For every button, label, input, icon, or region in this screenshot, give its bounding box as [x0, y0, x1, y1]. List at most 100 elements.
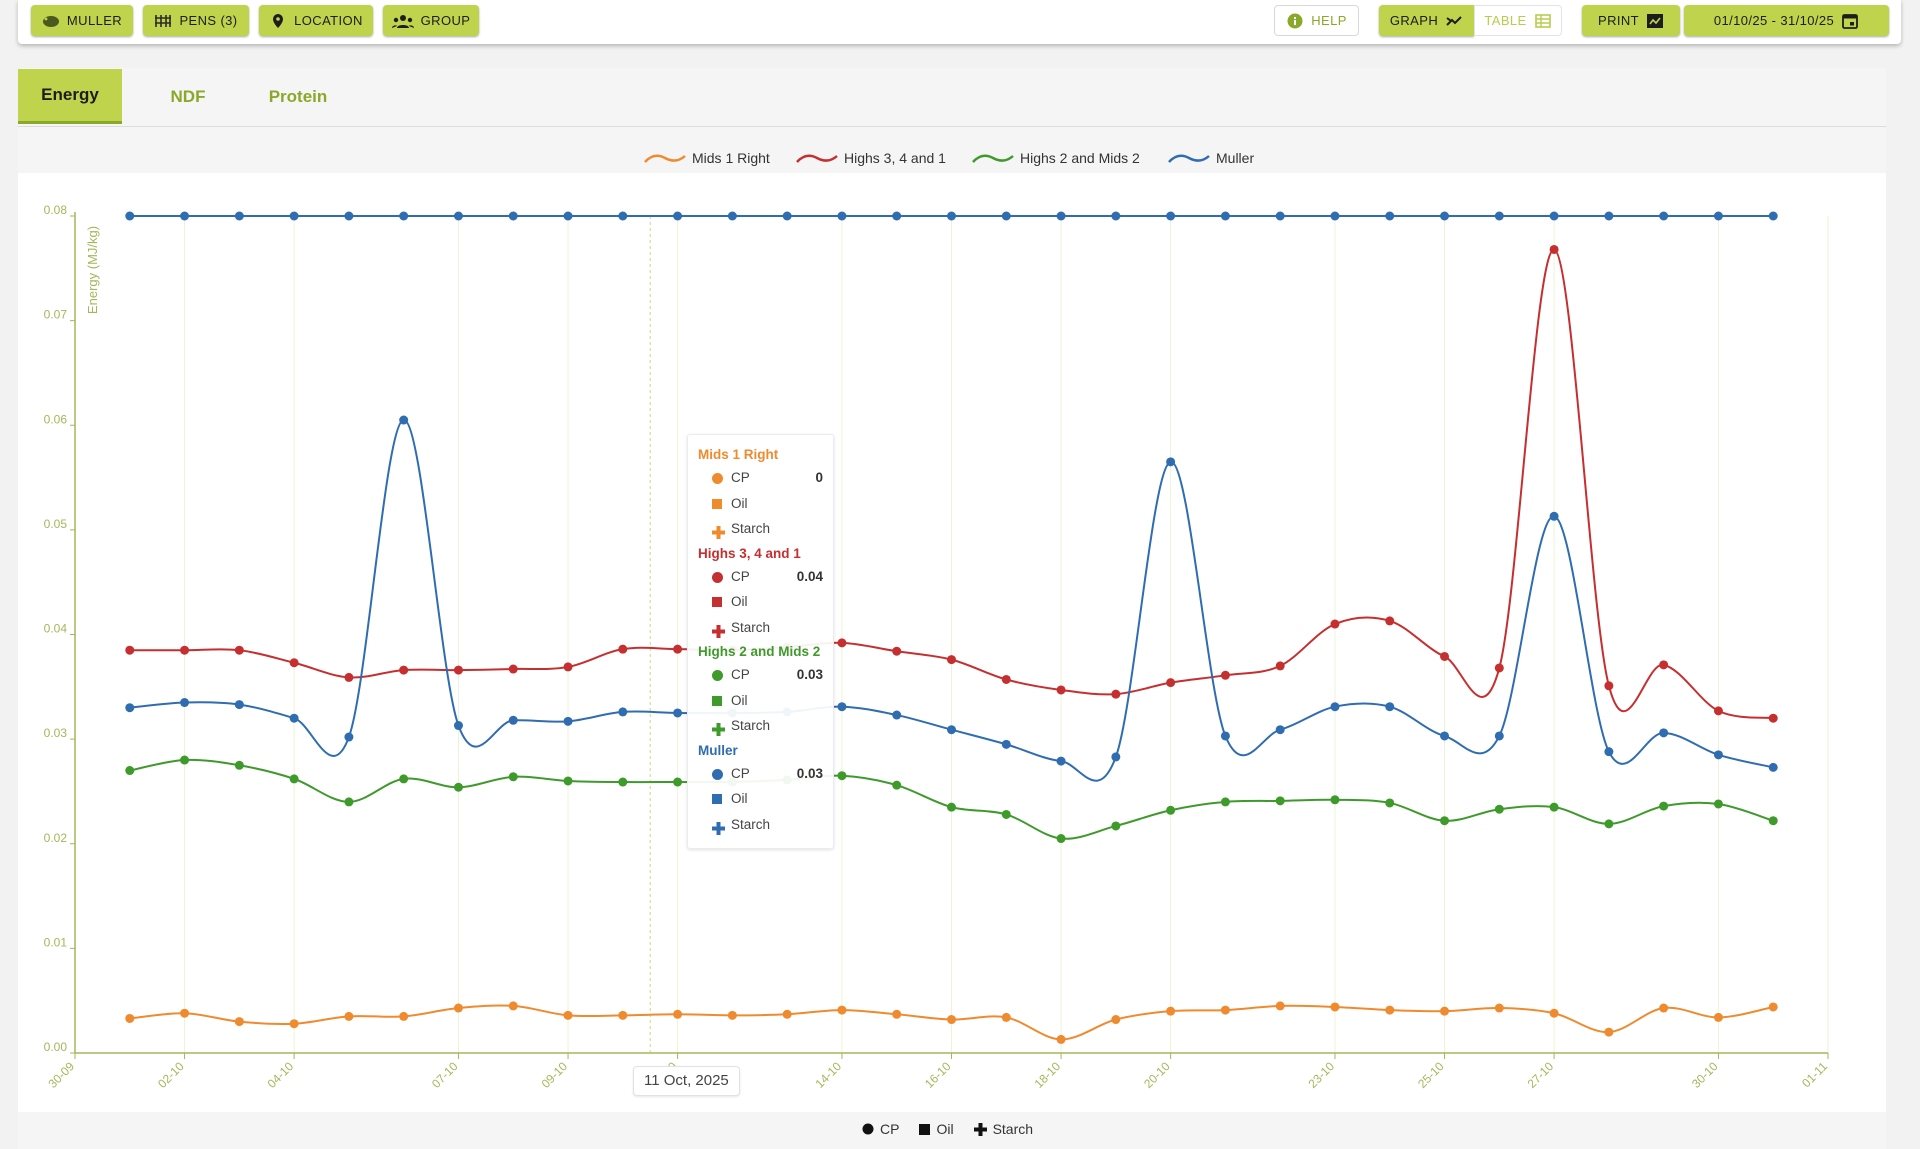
data-point: [1385, 616, 1395, 626]
x-tick-label: 30-10: [1689, 1059, 1721, 1091]
marker-legend-label: CP: [880, 1121, 900, 1137]
data-point: [1166, 805, 1176, 815]
tooltip-row-label: CP: [731, 568, 750, 584]
data-point: [1768, 762, 1778, 772]
data-point: [289, 713, 299, 723]
help-button[interactable]: HELP: [1274, 5, 1359, 36]
y-axis-label: Energy (MJ/kg): [85, 226, 100, 314]
tab-ndf[interactable]: NDF: [170, 86, 206, 106]
y-tick-label: 0.03: [44, 726, 68, 740]
y-tick-label: 0.02: [44, 831, 68, 845]
tooltip-row: CP 0.03: [688, 662, 833, 688]
hover-date-label: 11 Oct, 2025: [633, 1066, 740, 1096]
data-point: [673, 1009, 683, 1019]
date-range-label: 01/10/25 - 31/10/25: [1713, 13, 1835, 28]
data-point: [1220, 211, 1230, 221]
location-button[interactable]: LOCATION: [259, 5, 373, 36]
data-point: [344, 211, 354, 221]
date-range-button[interactable]: 01/10/25 - 31/10/25: [1684, 5, 1889, 36]
tooltip-row-label: Oil: [731, 495, 748, 511]
data-point: [1713, 799, 1723, 809]
muller-button[interactable]: MULLER: [31, 5, 133, 36]
data-point: [453, 211, 463, 221]
graph-toggle[interactable]: GRAPH: [1379, 5, 1474, 36]
data-point: [1220, 670, 1230, 680]
square-marker-icon: [712, 695, 722, 706]
data-point: [125, 211, 135, 221]
legend-item-mids-1-right[interactable]: Mids 1 Right: [644, 150, 770, 166]
data-point: [892, 646, 902, 656]
tooltip-row-label: Starch: [731, 521, 771, 536]
plus-marker-icon: [712, 522, 725, 539]
tooltip-series-title: Highs 2 and Mids 2: [698, 644, 821, 659]
help-label: HELP: [1311, 13, 1347, 28]
table-toggle[interactable]: TABLE: [1474, 5, 1562, 36]
data-point: [1220, 797, 1230, 807]
tooltip-row-value: 0: [815, 470, 823, 485]
data-point: [563, 662, 573, 672]
print-button[interactable]: PRINT: [1582, 5, 1680, 36]
data-point: [1768, 816, 1778, 826]
square-marker-icon: [919, 1123, 931, 1135]
data-point: [1549, 244, 1559, 254]
data-point: [1330, 619, 1340, 629]
data-point: [1768, 713, 1778, 723]
data-point: [508, 772, 518, 782]
data-point: [1275, 796, 1285, 806]
pens-button[interactable]: PENS (3): [143, 5, 249, 36]
plus-marker-icon: [712, 719, 725, 736]
data-point: [1494, 663, 1504, 673]
data-point: [180, 645, 190, 655]
data-point: [618, 211, 628, 221]
legend-item-muller[interactable]: Muller: [1168, 150, 1254, 166]
marker-legend-label: Starch: [992, 1121, 1034, 1137]
series-legend: Mids 1 Right Highs 3, 4 and 1 Highs 2 an…: [18, 150, 1886, 172]
data-point: [1659, 801, 1669, 811]
data-point: [234, 211, 244, 221]
legend-label: Highs 3, 4 and 1: [844, 150, 946, 166]
marker-legend-item[interactable]: CP: [862, 1119, 899, 1139]
data-point: [1494, 1003, 1504, 1013]
data-point: [1604, 819, 1614, 829]
data-point: [234, 700, 244, 710]
data-point: [1385, 798, 1395, 808]
data-point: [892, 710, 902, 720]
group-button[interactable]: GROUP: [383, 5, 479, 36]
data-point: [727, 211, 737, 221]
data-point: [180, 211, 190, 221]
data-point: [508, 715, 518, 725]
data-point: [1275, 211, 1285, 221]
legend-line-icon: [796, 154, 838, 163]
legend-item-highs-2-and-mids-2[interactable]: Highs 2 and Mids 2: [972, 150, 1140, 166]
marker-legend-item[interactable]: Oil: [919, 1119, 954, 1139]
tab-protein[interactable]: Protein: [268, 86, 328, 106]
data-point: [344, 1011, 354, 1021]
tooltip-row-label: CP: [731, 765, 750, 781]
tooltip-row-label: Oil: [731, 692, 748, 708]
data-point: [289, 1019, 299, 1029]
group-icon: [391, 14, 414, 28]
data-point: [125, 766, 135, 776]
data-point: [1659, 211, 1669, 221]
marker-legend-item[interactable]: Starch: [973, 1119, 1034, 1139]
data-point: [508, 211, 518, 221]
y-tick-label: 0.04: [44, 622, 68, 636]
circle-marker-icon: [712, 473, 723, 484]
tooltip-row: CP 0.04: [688, 564, 833, 590]
data-point: [673, 211, 683, 221]
data-point: [399, 211, 409, 221]
x-tick-label: 27-10: [1525, 1059, 1557, 1091]
data-point: [1440, 816, 1450, 826]
data-point: [1768, 211, 1778, 221]
data-point: [1275, 1001, 1285, 1011]
tab-energy[interactable]: Energy: [18, 69, 122, 124]
data-point: [1604, 747, 1614, 757]
data-point: [1330, 1002, 1340, 1012]
legend-item-highs-3-4-and-1[interactable]: Highs 3, 4 and 1: [796, 150, 946, 166]
x-tick-label: 04-10: [265, 1059, 297, 1091]
data-point: [1440, 651, 1450, 661]
data-point: [947, 725, 956, 735]
data-point: [1440, 211, 1450, 221]
data-point: [1166, 1006, 1176, 1016]
data-point: [1111, 211, 1121, 221]
